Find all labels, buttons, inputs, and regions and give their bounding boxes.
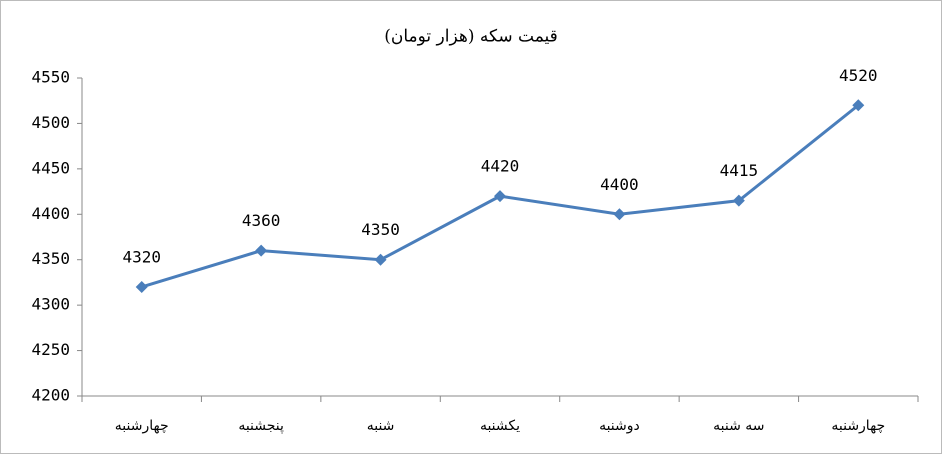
point-marker — [732, 194, 745, 207]
point-marker — [852, 99, 865, 112]
data-label: 4400 — [600, 175, 639, 194]
data-label: 4360 — [242, 211, 281, 230]
x-tick-label: سه شنبه — [713, 418, 764, 434]
data-label: 4320 — [122, 247, 161, 266]
x-tick-label: پنجشنبه — [238, 418, 284, 434]
point-marker — [135, 280, 148, 293]
x-tick-label: یکشنبه — [480, 418, 520, 434]
point-marker — [494, 190, 506, 203]
y-tick-label: 4300 — [31, 295, 70, 314]
point-marker — [255, 244, 268, 257]
y-tick-label: 4250 — [31, 340, 70, 359]
x-tick-label: چهارشنبه — [115, 418, 169, 434]
y-tick-label: 4550 — [31, 68, 70, 87]
point-marker — [374, 253, 387, 266]
y-tick-label: 4500 — [31, 113, 70, 132]
y-tick-label: 4400 — [31, 204, 70, 223]
y-tick-label: 4200 — [31, 386, 70, 405]
x-tick-label: دوشنبه — [599, 418, 640, 434]
x-tick-label: چهارشنبه — [831, 418, 885, 434]
x-tick-label: شنبه — [367, 418, 395, 434]
y-tick-label: 4350 — [31, 249, 70, 268]
chart-title: قیمت سکه (هزار تومان) — [384, 27, 558, 47]
point-marker — [613, 208, 626, 221]
y-tick-label: 4450 — [31, 158, 70, 177]
data-label: 4415 — [720, 161, 759, 180]
data-label: 4520 — [839, 66, 878, 85]
data-label: 4350 — [361, 220, 400, 239]
data-label: 4420 — [481, 157, 520, 176]
